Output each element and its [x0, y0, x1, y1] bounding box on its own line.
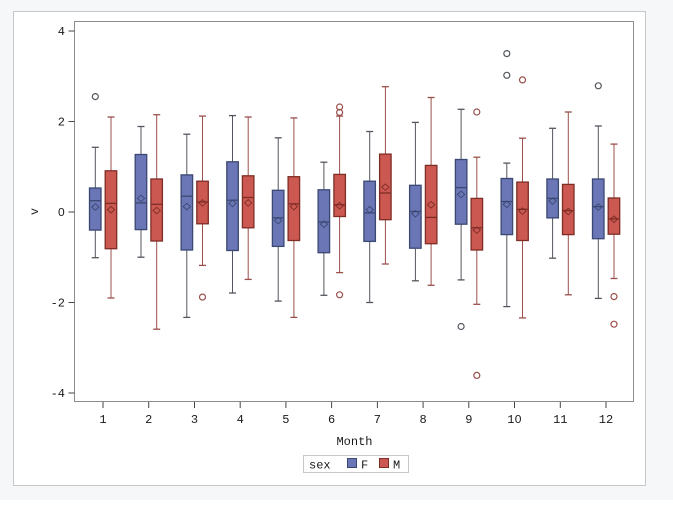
- svg-text:2: 2: [58, 116, 65, 130]
- svg-text:Month: Month: [336, 435, 372, 449]
- svg-text:2: 2: [145, 413, 152, 427]
- svg-text:9: 9: [465, 413, 472, 427]
- svg-text:11: 11: [553, 413, 567, 427]
- svg-text:4: 4: [237, 413, 244, 427]
- svg-text:F: F: [361, 459, 368, 473]
- svg-text:-2: -2: [51, 297, 65, 311]
- svg-text:sex: sex: [309, 459, 331, 473]
- svg-text:10: 10: [507, 413, 521, 427]
- svg-text:1: 1: [99, 413, 106, 427]
- svg-text:8: 8: [419, 413, 426, 427]
- svg-text:-4: -4: [51, 387, 65, 401]
- svg-text:5: 5: [282, 413, 289, 427]
- svg-text:4: 4: [58, 25, 65, 39]
- svg-text:12: 12: [599, 413, 613, 427]
- svg-text:6: 6: [328, 413, 335, 427]
- svg-text:M: M: [393, 459, 400, 473]
- svg-text:7: 7: [374, 413, 381, 427]
- svg-text:3: 3: [191, 413, 198, 427]
- svg-text:v: v: [28, 208, 42, 215]
- svg-text:0: 0: [58, 206, 65, 220]
